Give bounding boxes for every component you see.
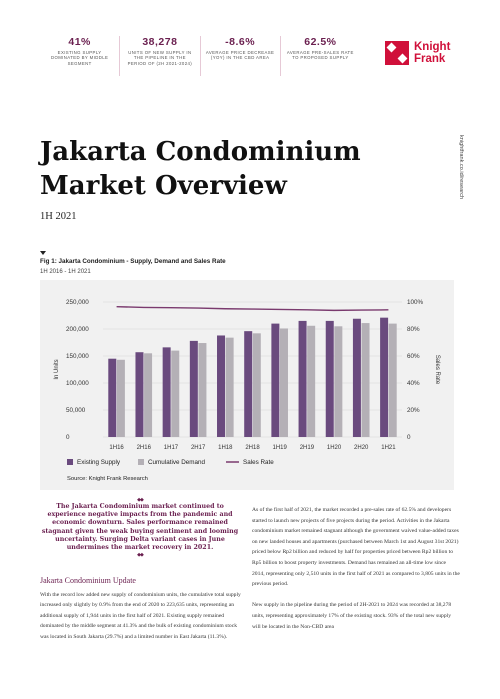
bar-cumulative-demand [307,325,316,437]
knight-frank-logo[interactable]: Knight Frank [385,38,475,68]
bar-cumulative-demand [116,359,125,437]
y-tick-label: 0 [66,434,70,441]
sales-rate-line [116,306,389,312]
x-tick-label: 2H19 [300,445,315,451]
legend-swatch-cumulative-demand [138,459,144,465]
legend-swatch-existing-supply [67,459,73,465]
y-axis-label: In Units [54,359,60,379]
page-subtitle: 1H 2021 [40,211,77,222]
legend-label-cumulative-demand: Cumulative Demand [148,459,206,466]
chart-panel: 0 50,000 100,000 150,000 200,000 250,000 0 20% 4… [40,280,454,490]
bar-cumulative-demand [334,326,343,437]
figure-title: Fig 1: Jakarta Condominium - Supply, Dem… [40,258,226,265]
logo-wordmark: Knight Frank [414,41,450,65]
stat-value: 38,278 [142,36,178,48]
bar-existing-supply [244,331,253,437]
y-right-tick-label: 100% [407,299,424,306]
figure-subtitle: 1H 2016 - 1H 2021 [40,269,91,275]
body-paragraph: As of the first half of 2021, the market… [252,507,460,588]
x-tick-label: 2H20 [354,445,369,451]
stat-label: UNITS OF NEW SUPPLY IN THE PIPELINE IN T… [127,50,193,66]
bar-existing-supply [108,358,117,437]
research-url-text: knightfrank.co.id/research [458,135,464,200]
figure-source: Source: Knight Frank Research [67,476,148,482]
stat-label: AVERAGE PRE-SALES RATE TO PROPOSED SUPPL… [286,50,354,61]
bar-cumulative-demand [361,323,370,437]
y-right-tick-label: 60% [407,353,420,360]
x-tick-label: 2H18 [245,445,260,451]
bar-existing-supply [325,320,334,437]
x-tick-label: 1H21 [381,445,396,451]
stat-label: AVERAGE PRICE DECREASE (YOY) IN THE CBD … [205,50,275,61]
bar-cumulative-demand [171,350,180,437]
y-tick-label: 150,000 [66,353,89,360]
y-tick-label: 100,000 [66,380,89,387]
stat-existing-supply: 41% EXISTING SUPPLY DOMINATED BY MIDDLE … [40,36,121,76]
body-paragraph: New supply in the pipeline during the pe… [252,602,452,630]
logo-line1: Knight [414,41,451,53]
bar-existing-supply [162,347,171,437]
bar-cumulative-demand [198,343,207,437]
bar-cumulative-demand [388,323,397,437]
stat-label: EXISTING SUPPLY DOMINATED BY MIDDLE SEGM… [50,50,109,66]
y-right-tick-label: 40% [407,380,420,387]
stat-value: 62.5% [304,36,337,48]
y-tick-label: 250,000 [66,299,89,306]
section-heading: Jakarta Condominium Update [40,576,136,585]
x-tick-label: 1H16 [109,445,124,451]
body-text-left: With the record low added new supply of … [40,592,241,640]
bar-cumulative-demand [279,328,288,437]
stat-presales-rate: 62.5% AVERAGE PRE-SALES RATE TO PROPOSED… [281,36,360,76]
bar-cumulative-demand [144,353,153,437]
stat-new-supply: 38,278 UNITS OF NEW SUPPLY IN THE PIPELI… [120,36,201,76]
diamond-ornament-icon: ◆◆ [137,552,144,559]
x-tick-label: 1H18 [218,445,233,451]
legend-label-sales-rate: Sales Rate [243,459,274,466]
bar-existing-supply [380,317,389,437]
lead-callout: ◆◆ The Jakarta Condominium market contin… [40,497,240,558]
logo-line2: Frank [414,53,446,65]
diamond-ornament-icon: ◆◆ [137,497,144,503]
x-tick-label: 1H17 [164,445,179,451]
x-tick-label: 1H19 [273,445,288,451]
lead-text: The Jakarta Condominium market continued… [41,503,239,552]
stat-price-decrease: -8.6% AVERAGE PRICE DECREASE (YOY) IN TH… [201,36,281,76]
x-tick-label: 2H17 [191,445,206,451]
x-tick-label: 1H20 [327,445,342,451]
bar-existing-supply [135,352,144,437]
research-url[interactable]: knightfrank.co.id/research [454,135,464,205]
y-right-tick-label: 0 [407,434,411,441]
body-text-right: As of the first half of 2021, the market… [252,505,460,643]
y-right-axis-label: Sales Rate [434,355,440,385]
bar-existing-supply [271,323,280,437]
bar-existing-supply [217,335,226,437]
bar-existing-supply [298,320,307,437]
y-tick-label: 50,000 [66,407,86,414]
stat-value: -8.6% [225,36,256,48]
bar-cumulative-demand [225,337,234,437]
y-right-tick-label: 20% [407,407,420,414]
supply-demand-chart: 0 50,000 100,000 150,000 200,000 250,000 0 20% 4… [54,299,440,482]
y-tick-label: 200,000 [66,326,89,333]
bar-cumulative-demand [252,333,261,437]
y-right-tick-label: 80% [407,326,420,333]
legend-label-existing-supply: Existing Supply [77,459,121,466]
stats-strip: 41% EXISTING SUPPLY DOMINATED BY MIDDLE … [40,36,360,76]
page-title: Jakarta Condominium Market Overview [40,135,440,203]
bar-existing-supply [189,340,198,437]
stat-value: 41% [68,36,91,48]
page-title-line1: Jakarta Condominium [40,137,361,167]
page-title-line2: Market Overview [40,171,287,201]
figure-marker-icon [40,251,46,255]
bar-existing-supply [352,318,361,437]
logo-mark-icon [385,41,409,65]
x-tick-label: 2H16 [137,445,152,451]
